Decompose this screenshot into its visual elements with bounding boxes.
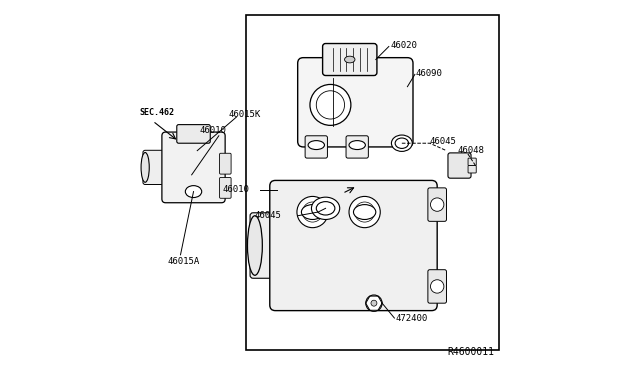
Circle shape bbox=[371, 300, 377, 306]
Ellipse shape bbox=[392, 135, 412, 151]
FancyBboxPatch shape bbox=[220, 153, 231, 174]
Ellipse shape bbox=[248, 216, 262, 275]
FancyBboxPatch shape bbox=[162, 132, 225, 203]
Circle shape bbox=[431, 198, 444, 211]
Ellipse shape bbox=[312, 197, 340, 219]
Ellipse shape bbox=[349, 141, 365, 150]
Text: 46010: 46010 bbox=[199, 126, 226, 135]
FancyBboxPatch shape bbox=[428, 188, 447, 221]
Circle shape bbox=[342, 51, 358, 68]
FancyBboxPatch shape bbox=[323, 44, 377, 76]
Circle shape bbox=[365, 295, 382, 311]
FancyBboxPatch shape bbox=[448, 153, 471, 178]
FancyBboxPatch shape bbox=[298, 58, 413, 147]
FancyBboxPatch shape bbox=[305, 136, 328, 158]
FancyBboxPatch shape bbox=[468, 166, 476, 173]
Text: R4600011: R4600011 bbox=[448, 347, 495, 357]
Ellipse shape bbox=[353, 205, 376, 219]
FancyBboxPatch shape bbox=[428, 270, 447, 303]
Ellipse shape bbox=[316, 202, 335, 215]
FancyBboxPatch shape bbox=[177, 125, 211, 143]
Circle shape bbox=[431, 280, 444, 293]
Ellipse shape bbox=[186, 186, 202, 198]
FancyBboxPatch shape bbox=[468, 158, 476, 166]
Text: 46020: 46020 bbox=[390, 41, 417, 50]
Circle shape bbox=[310, 84, 351, 125]
Text: 472400: 472400 bbox=[396, 314, 428, 323]
Circle shape bbox=[349, 196, 380, 228]
Circle shape bbox=[303, 202, 323, 222]
FancyBboxPatch shape bbox=[337, 56, 363, 67]
Text: 46015K: 46015K bbox=[229, 110, 261, 119]
Text: 46045: 46045 bbox=[254, 211, 281, 220]
Text: 46045: 46045 bbox=[429, 137, 456, 146]
FancyBboxPatch shape bbox=[143, 150, 172, 185]
Bar bbox=[246, 15, 499, 350]
FancyBboxPatch shape bbox=[250, 213, 282, 278]
Circle shape bbox=[297, 196, 328, 228]
Text: SEC.462: SEC.462 bbox=[140, 108, 175, 117]
Text: 46048: 46048 bbox=[458, 146, 484, 155]
Circle shape bbox=[355, 202, 374, 222]
FancyBboxPatch shape bbox=[270, 180, 437, 311]
Ellipse shape bbox=[301, 205, 324, 219]
FancyBboxPatch shape bbox=[346, 136, 369, 158]
Ellipse shape bbox=[141, 153, 149, 182]
FancyBboxPatch shape bbox=[220, 177, 231, 198]
Text: 46090: 46090 bbox=[416, 69, 443, 78]
Ellipse shape bbox=[344, 56, 355, 63]
Circle shape bbox=[316, 91, 344, 119]
Circle shape bbox=[187, 127, 200, 141]
Ellipse shape bbox=[308, 141, 324, 150]
Text: 46010: 46010 bbox=[223, 185, 250, 194]
Ellipse shape bbox=[395, 138, 408, 148]
Text: 46015A: 46015A bbox=[168, 257, 200, 266]
